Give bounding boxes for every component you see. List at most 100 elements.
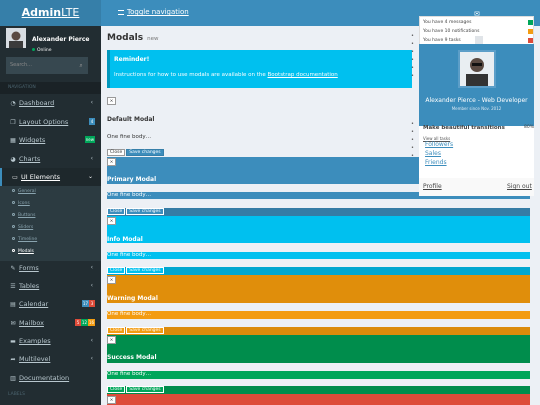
sidebar-item-multilevel[interactable]: ➦ Multilevel ‹ xyxy=(0,350,101,368)
sidebar-item-documentation[interactable]: ▥ Documentation xyxy=(0,369,101,387)
sidebar-item-charts[interactable]: ◕ Charts ‹ xyxy=(0,150,101,168)
save-changes-button[interactable]: Save changes xyxy=(126,208,164,215)
default-modal-footer: Close Save changes xyxy=(107,149,165,156)
sign-out-button[interactable]: Sign out xyxy=(507,183,532,190)
friends-link[interactable]: Friends xyxy=(425,159,447,166)
messages-badge xyxy=(528,20,533,25)
chevron-left-icon: ‹ xyxy=(90,355,93,362)
primary-modal-title: Primary Modal xyxy=(107,176,157,183)
info-modal-header xyxy=(107,216,530,243)
close-button[interactable]: Close xyxy=(107,149,126,156)
sidebar-item-widgets[interactable]: ▦ Widgets new xyxy=(0,131,101,149)
calendar-icon: ▤ xyxy=(10,301,16,308)
reminder-callout xyxy=(107,50,412,88)
ui-elements-submenu xyxy=(0,186,101,261)
edit-icon: ✎ xyxy=(10,265,16,272)
calendar-badge-3: 3 xyxy=(89,300,95,307)
labels-header: LABELS xyxy=(8,392,25,397)
sidebar-item-layout-options[interactable]: ❐ Layout Options 4 xyxy=(0,113,101,131)
submenu-sliders[interactable]: Sliders xyxy=(12,225,33,230)
book-icon: ▥ xyxy=(10,375,16,382)
close-button[interactable]: Close xyxy=(107,267,126,274)
toggle-navigation-button[interactable]: Toggle navigation xyxy=(118,8,189,16)
submenu-modals[interactable]: Modals xyxy=(12,249,34,254)
task-make-transitions[interactable]: Make beautiful transitions xyxy=(423,125,505,131)
close-button[interactable]: Close xyxy=(107,208,126,215)
close-button[interactable]: Close xyxy=(107,386,126,393)
user-name: Alexander Pierce xyxy=(32,36,90,43)
callout-text: Instructions for how to use modals are a… xyxy=(114,72,338,78)
save-changes-button[interactable]: Save changes xyxy=(126,149,164,156)
close-button[interactable]: Close xyxy=(107,327,126,334)
close-icon[interactable]: × xyxy=(107,97,116,105)
submenu-timeline[interactable]: Timeline xyxy=(12,237,37,242)
sales-link[interactable]: Sales xyxy=(425,150,441,157)
success-modal-header xyxy=(107,335,530,363)
primary-modal-buttons: Close Save changes xyxy=(107,208,165,215)
envelope-icon[interactable]: ✉ xyxy=(474,10,480,18)
mailbox-badge-16: 16 xyxy=(87,319,95,326)
callout-title: Reminder! xyxy=(114,56,150,63)
chevron-left-icon: ‹ xyxy=(90,155,93,162)
save-changes-button[interactable]: Save changes xyxy=(126,386,164,393)
task-percent: 80% xyxy=(524,125,535,130)
notifications-header[interactable]: You have 10 notifications xyxy=(423,29,480,34)
sidebar-item-mailbox[interactable]: ✉ Mailbox 5 12 16 xyxy=(0,314,101,332)
layout-badge: 4 xyxy=(89,118,95,125)
tasks-header[interactable]: You have 9 tasks xyxy=(423,38,461,43)
bootstrap-doc-link[interactable]: Bootstrap documentation xyxy=(267,72,338,78)
info-modal-footer xyxy=(107,267,530,275)
success-modal-body xyxy=(107,371,530,379)
widgets-badge: new xyxy=(84,136,95,143)
sidebar-search-input[interactable]: Search... xyxy=(6,57,74,74)
circle-icon xyxy=(12,249,15,252)
mailbox-badge-12: 12 xyxy=(80,319,88,326)
sidebar-item-calendar[interactable]: ▤ Calendar 17 3 xyxy=(0,295,101,313)
followers-link[interactable]: Followers xyxy=(425,141,454,148)
info-modal-body xyxy=(107,252,530,259)
messages-header[interactable]: You have 4 messages xyxy=(423,20,472,25)
sidebar-item-forms[interactable]: ✎ Forms ‹ xyxy=(0,259,101,277)
page-title: Modals new xyxy=(107,33,159,43)
tasks-badge xyxy=(528,38,533,43)
submenu-buttons[interactable]: Buttons xyxy=(12,213,35,218)
sidebar-item-dashboard[interactable]: ◔ Dashboard ‹ xyxy=(0,94,101,112)
envelope-icon: ✉ xyxy=(10,320,16,327)
warning-modal-buttons: Close Save changes xyxy=(107,327,165,334)
sidebar-item-tables[interactable]: ☰ Tables ‹ xyxy=(0,277,101,295)
view-all-tasks-link[interactable]: View all tasks xyxy=(423,136,451,141)
sidebar-item-examples[interactable]: ▬ Examples ‹ xyxy=(0,332,101,350)
success-modal-body-text: One fine body… xyxy=(107,371,152,377)
submenu-general[interactable]: General xyxy=(12,189,36,194)
calendar-badge-17: 17 xyxy=(81,300,89,307)
hamburger-icon xyxy=(118,9,124,15)
success-modal-footer xyxy=(107,386,530,394)
user-status: Online xyxy=(32,48,52,53)
save-changes-button[interactable]: Save changes xyxy=(126,267,164,274)
close-icon[interactable]: × xyxy=(107,336,116,344)
avatar xyxy=(6,28,26,48)
save-changes-button[interactable]: Save changes xyxy=(126,327,164,334)
success-modal-buttons: Close Save changes xyxy=(107,386,165,393)
chevron-left-icon: ‹ xyxy=(90,99,93,106)
info-modal-title: Info Modal xyxy=(107,236,143,243)
close-icon[interactable]: × xyxy=(107,276,116,284)
nav-header: NAVIGATION xyxy=(0,82,101,94)
chevron-left-icon: ‹ xyxy=(90,282,93,289)
submenu-icons[interactable]: Icons xyxy=(12,201,30,206)
small-avatar xyxy=(475,36,483,44)
close-icon[interactable]: × xyxy=(107,396,116,404)
logo[interactable]: AdminLTE xyxy=(0,0,101,26)
search-icon[interactable]: ⌕ xyxy=(74,57,88,74)
chevron-left-icon: ‹ xyxy=(90,264,93,271)
circle-icon xyxy=(12,225,15,228)
th-icon: ▦ xyxy=(10,137,16,144)
close-icon[interactable]: × xyxy=(107,217,116,225)
dot-markers: • • • • • • xyxy=(411,33,414,79)
notifications-badge xyxy=(528,29,533,34)
profile-button[interactable]: Profile xyxy=(423,183,442,190)
close-icon[interactable]: × xyxy=(107,158,116,166)
chevron-left-icon: ‹ xyxy=(90,337,93,344)
default-modal-title: Default Modal xyxy=(107,116,155,123)
sidebar-item-ui-elements[interactable]: ▭ UI Elements ⌄ xyxy=(0,168,101,186)
